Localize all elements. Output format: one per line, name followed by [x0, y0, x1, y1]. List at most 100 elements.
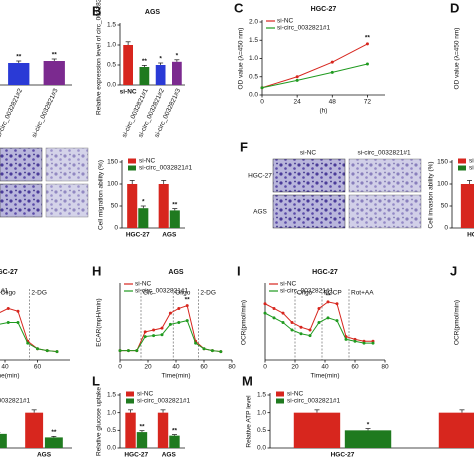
legend-label: si-NC: [469, 158, 474, 165]
y-axis-label: OD value (λ=450 nm): [238, 28, 245, 90]
data-point: [365, 42, 369, 46]
x-tick-label: 0: [260, 99, 264, 106]
bar: [293, 412, 341, 448]
significance: **: [365, 35, 371, 42]
bar: [169, 435, 180, 448]
legend-swatch: [458, 158, 466, 164]
y-tick-label: 0.0: [107, 445, 116, 452]
micrograph: [0, 147, 43, 182]
data-point: [335, 302, 339, 306]
data-point: [168, 322, 172, 326]
chart-title: HGC-27: [0, 269, 18, 276]
data-point: [177, 306, 181, 310]
x-tick-label: AGS: [37, 452, 52, 459]
bar: [438, 412, 474, 448]
legend-label: si-NC: [287, 391, 304, 398]
data-point: [160, 326, 164, 330]
panel-label: C: [234, 0, 244, 15]
row-label: AGS: [253, 209, 267, 216]
y-tick-label: 0.0: [107, 82, 116, 89]
data-point: [362, 341, 366, 345]
data-point: [6, 321, 10, 324]
x-tick-label: 60: [200, 364, 208, 371]
micrograph: [272, 194, 346, 229]
legend-label: si-circ_0032821#1: [0, 398, 31, 405]
series-line: [0, 322, 58, 353]
x-axis-label: Time(min): [0, 373, 20, 380]
chart-title: AGS: [145, 9, 161, 16]
data-point: [118, 349, 122, 353]
data-point: [152, 328, 156, 332]
data-point: [6, 306, 10, 310]
panel: HGC-274060Time(min)Oligo2-DGsi-NCsi-circ…: [0, 269, 70, 380]
x-tick-label: HGC-27: [124, 452, 148, 459]
data-point: [210, 349, 214, 353]
data-point: [308, 328, 312, 332]
data-point: [185, 319, 189, 323]
x-tick-label: 20: [291, 364, 299, 371]
y-tick-label: 0.0: [257, 445, 266, 452]
y-tick-label: 100: [437, 181, 448, 188]
panel: DOD value (λ=450 nm)0244872si-NCsi-circ_…: [450, 0, 461, 89]
event-label: Glc: [143, 290, 154, 297]
significance: **: [172, 427, 178, 434]
legend-label: si-circ_0032821#1: [135, 288, 189, 295]
panel: Cell invasion ability (%) 0 50 100 150 HGC-27…: [428, 158, 474, 239]
data-point: [16, 309, 20, 313]
y-tick-label: 1.5: [107, 392, 116, 399]
y-axis-label: OCR(pmol/min): [241, 300, 248, 345]
data-point: [126, 349, 130, 353]
data-point: [272, 316, 276, 320]
data-point: [335, 319, 339, 323]
data-point: [326, 316, 330, 320]
x-tick-label: si-circ_0032821#3: [31, 87, 60, 138]
x-tick-label: 48: [329, 99, 337, 106]
bar: [8, 63, 30, 85]
event-label: 2-DG: [31, 290, 47, 297]
event-label: Oligo: [1, 290, 17, 297]
data-point: [330, 70, 334, 74]
data-point: [272, 306, 276, 310]
y-tick-label: 0: [114, 225, 118, 232]
micrograph: [272, 158, 346, 193]
y-tick-label: 100: [107, 181, 118, 188]
bar: [157, 412, 169, 448]
legend-label: si-circ_0032821#1: [287, 398, 341, 405]
data-point: [143, 335, 147, 339]
panel: C HGC-27 OD value (λ=450 nm) 0.0 0.5 1.0 1.5 2.…: [234, 0, 385, 115]
x-axis-label: (h): [320, 108, 328, 115]
data-point: [281, 321, 285, 324]
x-tick-label: 80: [381, 364, 389, 371]
data-point: [16, 321, 20, 324]
panel-label: F: [240, 139, 248, 154]
x-tick-label: 20: [144, 364, 152, 371]
bar: [138, 208, 149, 228]
event-label: Rot+AA: [351, 290, 374, 297]
legend-label: si-circ_0032821#1: [139, 165, 193, 172]
data-point: [299, 332, 303, 336]
micrographs-e: [0, 147, 89, 218]
legend-label: si-circ_0032821#1: [277, 25, 331, 32]
significance: **: [52, 52, 58, 59]
data-point: [152, 334, 156, 338]
chart-title: HGC-27: [311, 6, 337, 13]
y-tick-label: 2.0: [249, 19, 258, 26]
y-axis-label: Relative ATP level: [246, 395, 253, 448]
panel-label: M: [242, 373, 253, 388]
legend-swatch: [126, 398, 134, 404]
micrograph: [348, 158, 422, 193]
data-point: [326, 300, 330, 304]
bar: [25, 412, 44, 448]
legend-label: si-NC: [139, 158, 156, 165]
panel: I HGC-27 OCR(pmol/min) 0 20 40 60 80 Time(min) Ol…: [237, 263, 389, 379]
data-point: [219, 350, 223, 354]
legend-label: si-circ_0032821#1: [137, 398, 191, 405]
x-tick-label: 40: [321, 364, 329, 371]
y-axis-label: OCR(pmol/min): [454, 300, 461, 345]
series-line: [0, 307, 58, 353]
series-line: [261, 63, 368, 89]
legend-swatch: [128, 158, 136, 164]
x-tick-label: 80: [228, 364, 236, 371]
data-point: [160, 333, 164, 337]
column-label: si-circ_0032821#1: [357, 150, 411, 157]
